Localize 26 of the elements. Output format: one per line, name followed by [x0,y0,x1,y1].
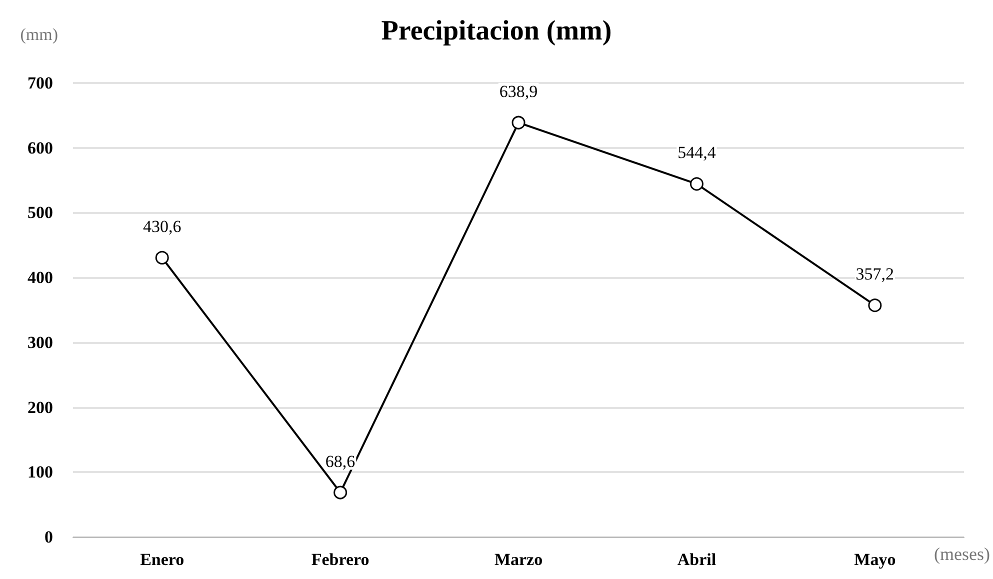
y-tick-label: 100 [28,462,53,482]
x-tick-label: Marzo [494,550,543,569]
point [155,250,169,264]
data-label: 68,6 [325,452,356,471]
data-label: 357,2 [856,264,894,284]
y-tick-label: 600 [28,138,53,158]
x-tick-label: Mayo [854,550,896,569]
data-label: 430,6 [142,216,182,236]
point [868,298,882,312]
y-tick-label: 0 [44,528,53,546]
point [334,486,348,500]
x-tick-label: Enero [140,550,184,569]
y-axis-title: (mm) [20,25,58,44]
y-tick-label: 200 [28,398,53,417]
data-label: 544,4 [678,143,716,162]
x-axis-title: (meses) [934,544,990,564]
point [512,116,526,130]
x-tick-label: Febrero [311,550,370,569]
point [690,177,704,191]
y-tick-label: 700 [28,74,53,92]
chart-title: Precipitacion (mm) [381,16,612,46]
y-tick-label: 500 [28,203,53,222]
y-tick-label: 300 [28,332,53,352]
y-tick-label: 400 [28,268,53,288]
data-label: 638,9 [499,82,538,101]
x-tick-label: Abril [677,550,716,569]
